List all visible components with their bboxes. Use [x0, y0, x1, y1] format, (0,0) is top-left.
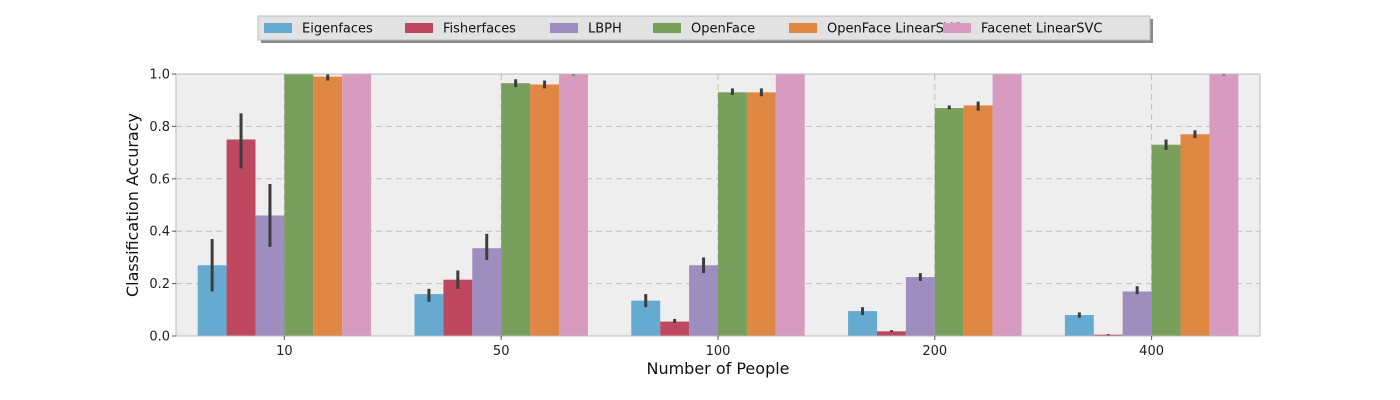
bar	[746, 92, 776, 336]
legend-label: LBPH	[588, 22, 622, 37]
y-tick-label: 0.8	[149, 120, 170, 135]
bar	[530, 84, 560, 336]
x-tick-label: 10	[276, 344, 293, 359]
bar	[313, 76, 343, 337]
bar	[226, 139, 256, 336]
error-bars	[210, 74, 1226, 336]
legend-label: OpenFace LinearSVC	[827, 22, 962, 37]
y-tick-label: 0.0	[149, 330, 170, 345]
y-tick-label: 0.6	[149, 172, 170, 187]
x-tick-label: 100	[706, 344, 731, 359]
x-axis-ticks: 10 50 100 200 400	[276, 336, 1164, 359]
legend-swatch	[264, 23, 292, 33]
bar	[443, 279, 473, 336]
bar	[1209, 74, 1239, 336]
bar	[1064, 315, 1094, 336]
bar	[718, 92, 747, 336]
x-tick-label: 400	[1139, 344, 1164, 359]
legend-label: Fisherfaces	[443, 22, 516, 37]
x-tick-label: 200	[922, 344, 947, 359]
bar	[1151, 144, 1181, 336]
bar	[848, 311, 877, 336]
x-axis-label: Number of People	[646, 359, 789, 378]
legend-label: Eigenfaces	[302, 22, 373, 37]
legend-swatch	[653, 23, 681, 33]
y-axis-label: Classification Accuracy	[123, 113, 142, 297]
legend-swatch	[550, 23, 578, 33]
bar	[963, 105, 993, 336]
legend-label: Facenet LinearSVC	[981, 22, 1103, 37]
y-tick-label: 0.4	[149, 225, 170, 240]
bar	[501, 83, 531, 336]
bar	[342, 74, 372, 336]
bar	[559, 74, 588, 336]
legend: Eigenfaces Fisherfaces LBPH OpenFace OpenFac…	[257, 15, 1153, 43]
bars	[197, 74, 1239, 337]
y-tick-label: 0.2	[149, 277, 170, 292]
legend-swatch	[789, 23, 817, 33]
bar	[1180, 134, 1210, 336]
bar	[992, 74, 1022, 336]
bar	[472, 248, 502, 336]
x-tick-label: 50	[493, 344, 510, 359]
bar	[660, 321, 690, 336]
bar	[905, 277, 935, 336]
bar	[1122, 291, 1152, 336]
bar	[876, 331, 906, 336]
bar	[689, 265, 718, 336]
y-tick-label: 1.0	[149, 68, 170, 83]
bar	[775, 74, 805, 336]
legend-swatch	[405, 23, 433, 33]
bar	[284, 74, 314, 336]
legend-label: OpenFace	[691, 22, 755, 37]
legend-swatch	[943, 23, 971, 33]
bar	[934, 108, 964, 336]
bar	[1093, 334, 1123, 336]
y-axis-ticks: 0.0 0.2 0.4 0.6 0.8 1.0	[149, 68, 176, 345]
